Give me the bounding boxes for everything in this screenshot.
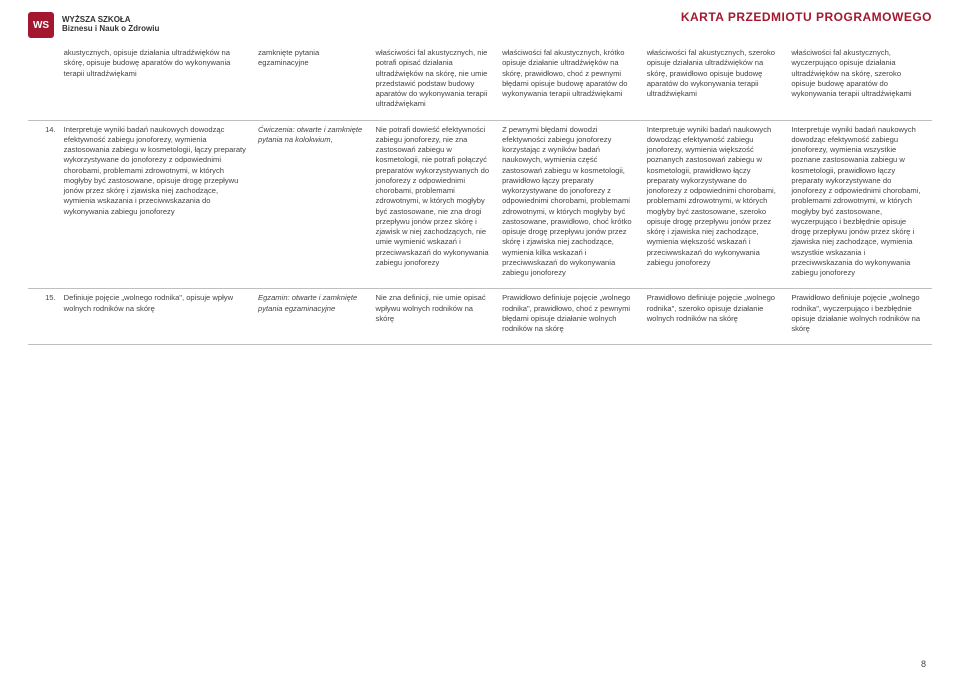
cell-assessment: Ćwiczenia: otwarte i zamknięte pytania n… bbox=[254, 120, 372, 289]
cell-level-4: Interpretuje wyniki badań naukowych dowo… bbox=[787, 120, 932, 289]
table-row: akustycznych, opisuje działania ultradźw… bbox=[28, 44, 932, 120]
school-name: WYŻSZA SZKOŁA Biznesu i Nauk o Zdrowiu bbox=[62, 16, 159, 34]
cell-level-2: właściwości fal akustycznych, krótko opi… bbox=[498, 44, 643, 120]
school-name-line2: Biznesu i Nauk o Zdrowiu bbox=[62, 25, 159, 34]
school-logo-icon: WS bbox=[28, 12, 54, 38]
cell-criterion: akustycznych, opisuje działania ultradźw… bbox=[60, 44, 254, 120]
cell-level-2: Prawidłowo definiuje pojęcie „wolnego ro… bbox=[498, 289, 643, 345]
cell-level-1: Nie potrafi dowieść efektywności zabiegu… bbox=[372, 120, 499, 289]
page-number: 8 bbox=[921, 659, 926, 669]
rubric-table: akustycznych, opisuje działania ultradźw… bbox=[28, 44, 932, 345]
cell-level-3: Prawidłowo definiuje pojęcie „wolnego ro… bbox=[643, 289, 788, 345]
page-title: KARTA PRZEDMIOTU PROGRAMOWEGO bbox=[681, 10, 932, 24]
cell-assessment: Egzamin: otwarte i zamknięte pytania egz… bbox=[254, 289, 372, 345]
table-row: 15. Definiuje pojęcie „wolnego rodnika",… bbox=[28, 289, 932, 345]
row-number: 15. bbox=[28, 289, 60, 345]
cell-criterion: Definiuje pojęcie „wolnego rodnika", opi… bbox=[60, 289, 254, 345]
cell-level-1: właściwości fal akustycznych, nie potraf… bbox=[372, 44, 499, 120]
cell-level-4: właściwości fal akustycznych, wyczerpują… bbox=[787, 44, 932, 120]
cell-level-4: Prawidłowo definiuje pojęcie „wolnego ro… bbox=[787, 289, 932, 345]
table-row: 14. Interpretuje wyniki badań naukowych … bbox=[28, 120, 932, 289]
cell-assessment: zamknięte pytania egzaminacyjne bbox=[254, 44, 372, 120]
cell-level-1: Nie zna definicji, nie umie opisać wpływ… bbox=[372, 289, 499, 345]
cell-level-3: Interpretuje wyniki badań naukowych dowo… bbox=[643, 120, 788, 289]
cell-level-2: Z pewnymi błędami dowodzi efektywności z… bbox=[498, 120, 643, 289]
row-number bbox=[28, 44, 60, 120]
row-number: 14. bbox=[28, 120, 60, 289]
cell-level-3: właściwości fal akustycznych, szeroko op… bbox=[643, 44, 788, 120]
cell-criterion: Interpretuje wyniki badań naukowych dowo… bbox=[60, 120, 254, 289]
